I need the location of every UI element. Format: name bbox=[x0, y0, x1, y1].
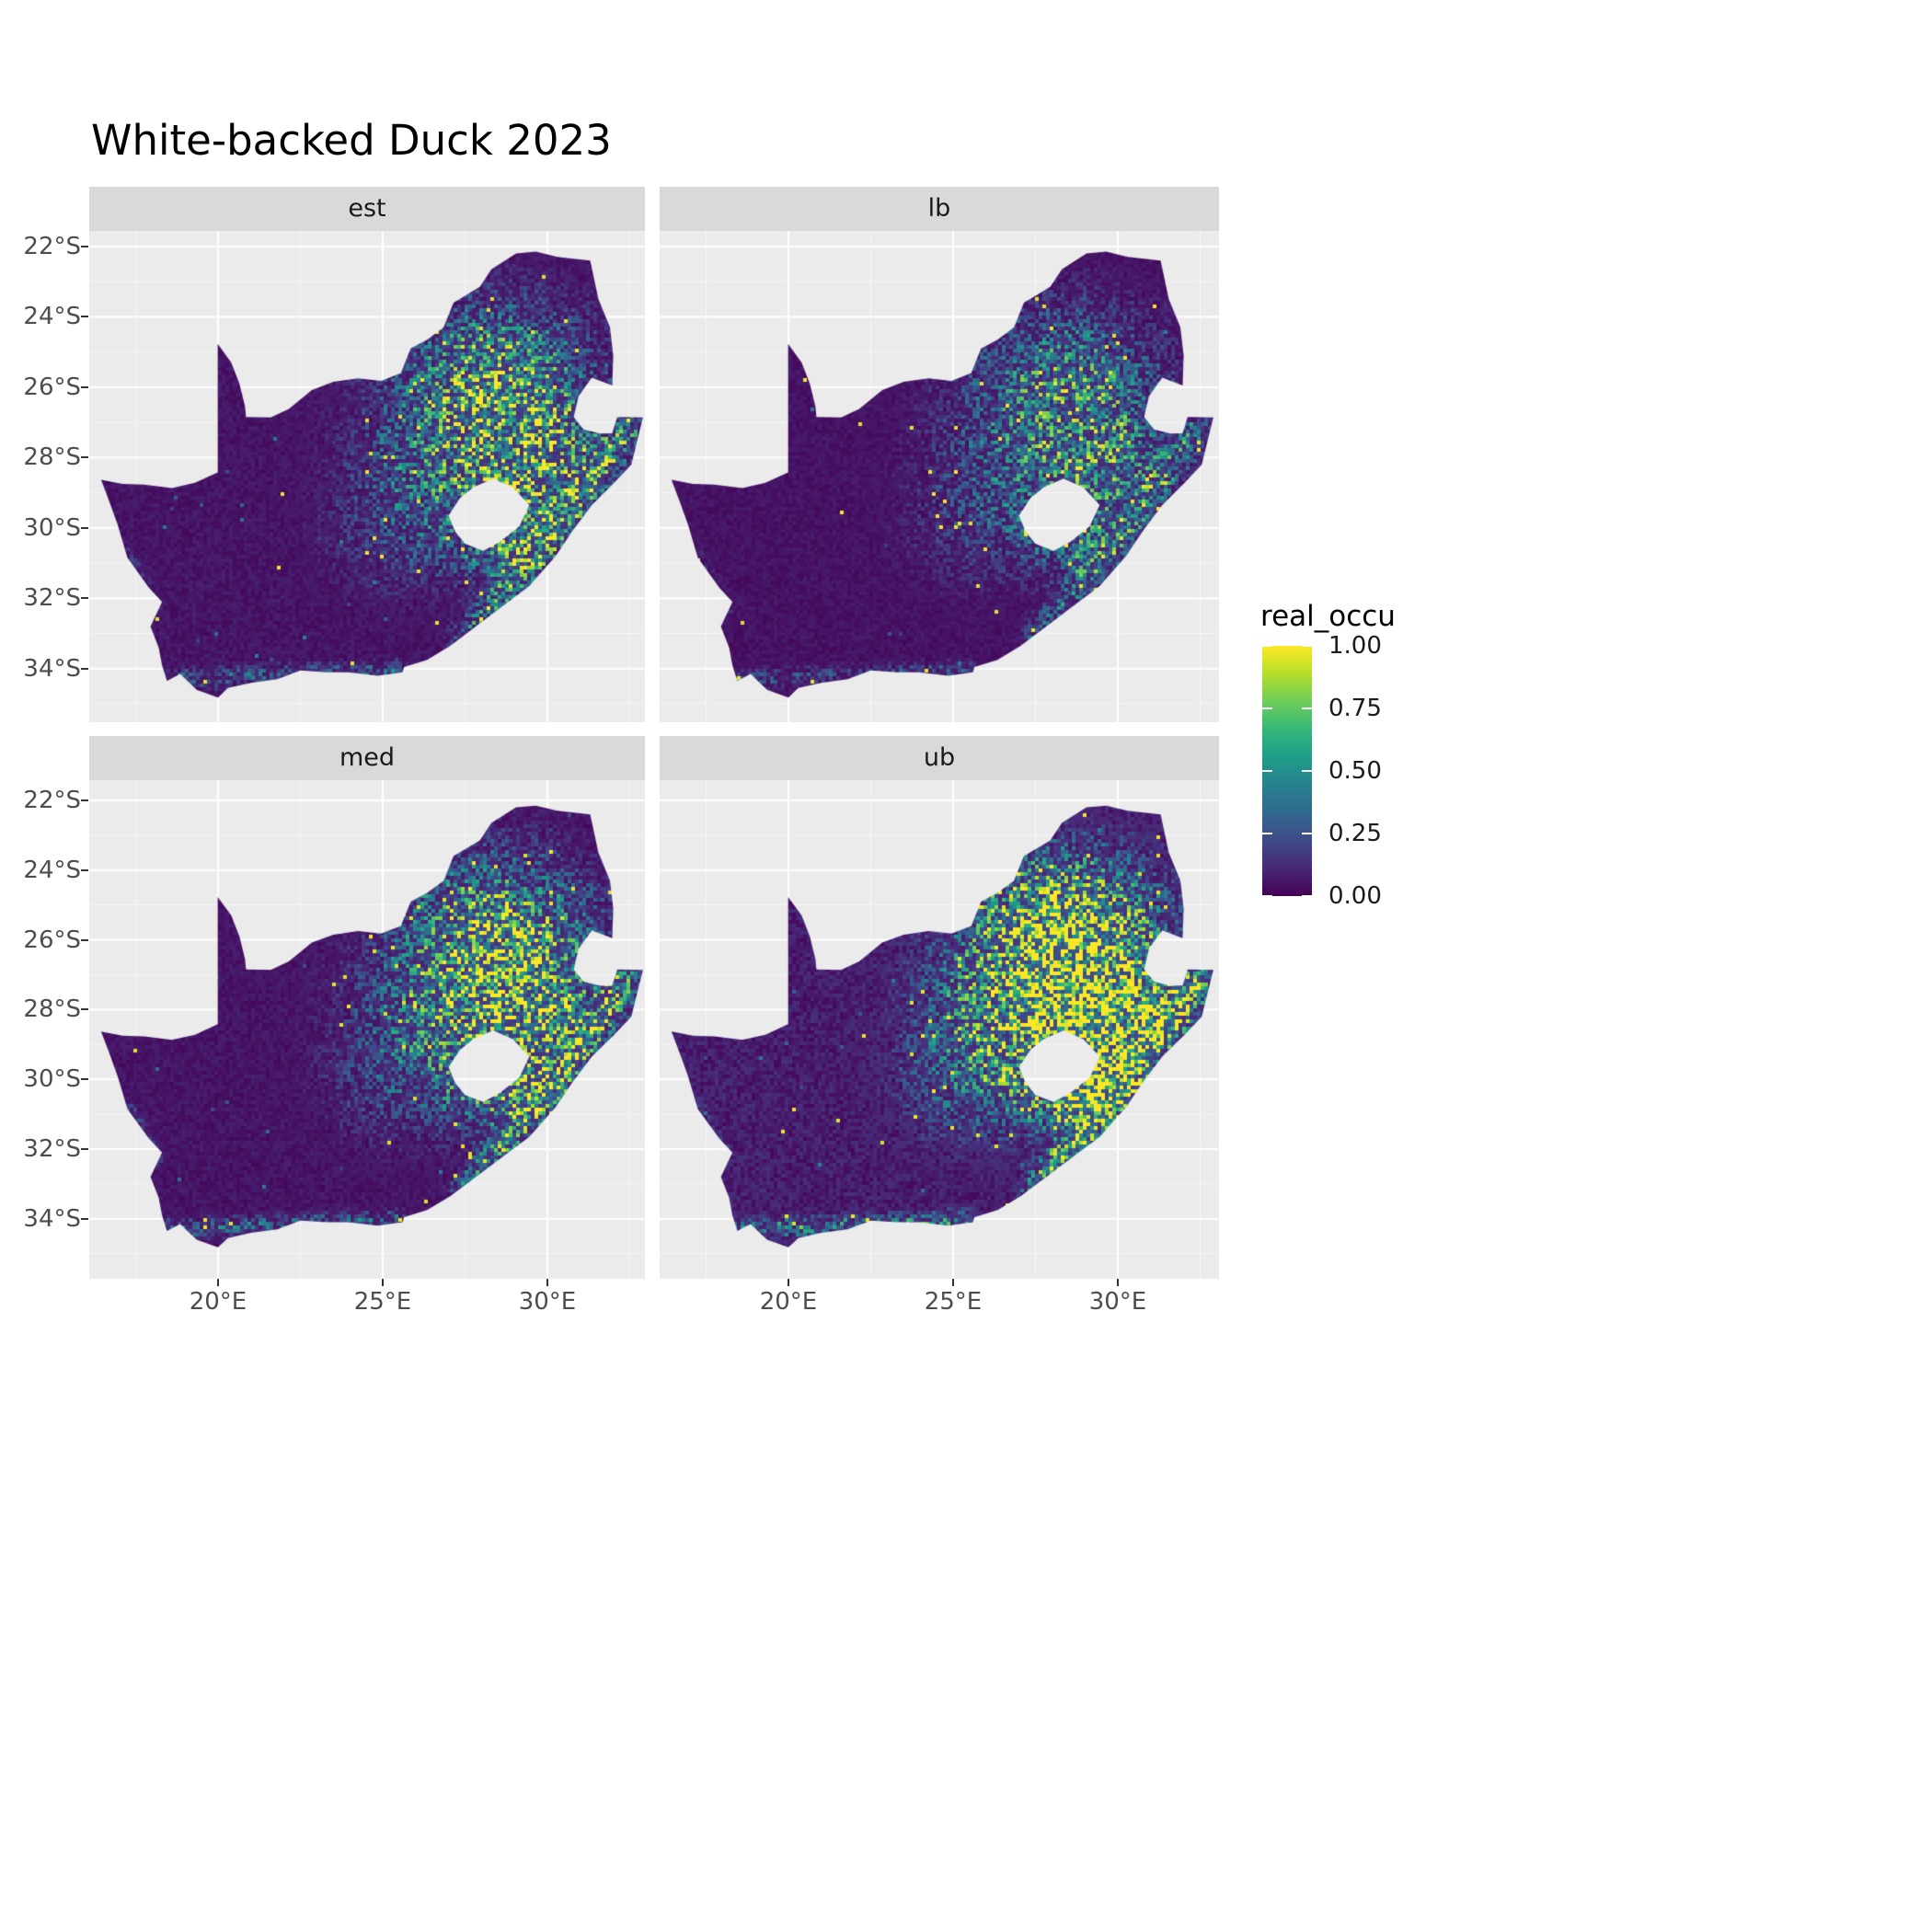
y-axis-tick bbox=[81, 385, 88, 388]
y-axis-tick-label: 32°S bbox=[23, 1134, 81, 1163]
legend-tick bbox=[1302, 770, 1312, 772]
y-axis-tick-label: 30°S bbox=[23, 1065, 81, 1094]
y-axis-tick-label: 34°S bbox=[23, 654, 81, 683]
legend-tick bbox=[1302, 833, 1312, 834]
facet-map-canvas-lb bbox=[660, 231, 1219, 722]
facet-strip-ub: ub bbox=[660, 736, 1219, 780]
x-axis-tick-label: 30°E bbox=[518, 1288, 577, 1316]
y-axis-tick bbox=[81, 667, 88, 670]
y-axis-tick bbox=[81, 1008, 88, 1011]
legend-tick bbox=[1262, 895, 1272, 897]
legend-tick-label: 0.25 bbox=[1328, 820, 1382, 847]
plot-title: White-backed Duck 2023 bbox=[91, 116, 612, 165]
x-axis-tick-label: 20°E bbox=[759, 1288, 818, 1316]
facet-map-canvas-med bbox=[89, 780, 645, 1279]
legend-tick bbox=[1262, 833, 1272, 834]
y-axis-tick-label: 34°S bbox=[23, 1204, 81, 1233]
x-axis-tick bbox=[546, 1279, 548, 1286]
y-axis-tick-label: 28°S bbox=[23, 995, 81, 1024]
legend-tick bbox=[1302, 895, 1312, 897]
y-axis-tick bbox=[81, 1147, 88, 1150]
legend-title: real_occu bbox=[1260, 600, 1396, 633]
y-axis-tick-label: 26°S bbox=[23, 373, 81, 401]
y-axis-tick bbox=[81, 938, 88, 941]
y-axis-tick-label: 24°S bbox=[23, 856, 81, 884]
x-axis-tick-label: 20°E bbox=[189, 1288, 247, 1316]
facet-strip-label: med bbox=[339, 743, 396, 772]
facet-map-canvas-est bbox=[89, 231, 645, 722]
x-axis-tick-label: 30°E bbox=[1088, 1288, 1147, 1316]
facet-strip-lb: lb bbox=[660, 187, 1219, 231]
facet-strip-est: est bbox=[89, 187, 645, 231]
y-axis-tick bbox=[81, 597, 88, 600]
x-axis-tick bbox=[1116, 1279, 1119, 1286]
y-axis-tick-label: 28°S bbox=[23, 443, 81, 472]
x-axis-tick-label: 25°E bbox=[924, 1288, 983, 1316]
legend-tick bbox=[1302, 707, 1312, 709]
facet-strip-med: med bbox=[89, 736, 645, 780]
facet-strip-label: lb bbox=[927, 194, 951, 223]
y-axis-tick-label: 22°S bbox=[23, 232, 81, 260]
y-axis-tick-label: 26°S bbox=[23, 926, 81, 954]
y-axis-tick bbox=[81, 456, 88, 459]
x-axis-tick bbox=[216, 1279, 219, 1286]
legend-tick bbox=[1262, 645, 1272, 647]
x-axis-tick bbox=[381, 1279, 384, 1286]
y-axis-tick bbox=[81, 1217, 88, 1220]
x-axis-tick-label: 25°E bbox=[353, 1288, 412, 1316]
y-axis-tick-label: 22°S bbox=[23, 786, 81, 814]
legend-tick-label: 0.75 bbox=[1328, 695, 1382, 722]
legend-tick bbox=[1302, 645, 1312, 647]
legend-tick-label: 0.00 bbox=[1328, 882, 1382, 910]
y-axis-tick bbox=[81, 245, 88, 247]
x-axis-tick bbox=[787, 1279, 789, 1286]
y-axis-tick-label: 30°S bbox=[23, 513, 81, 542]
legend-tick-label: 0.50 bbox=[1328, 757, 1382, 785]
facet-strip-label: est bbox=[348, 194, 386, 223]
legend-tick bbox=[1262, 707, 1272, 709]
y-axis-tick bbox=[81, 1078, 88, 1081]
y-axis-tick-label: 24°S bbox=[23, 303, 81, 331]
y-axis-tick bbox=[81, 316, 88, 318]
x-axis-tick bbox=[951, 1279, 954, 1286]
y-axis-tick bbox=[81, 526, 88, 529]
facet-strip-label: ub bbox=[923, 743, 956, 772]
y-axis-tick-label: 32°S bbox=[23, 584, 81, 613]
facet-map-canvas-ub bbox=[660, 780, 1219, 1279]
y-axis-tick bbox=[81, 799, 88, 801]
y-axis-tick bbox=[81, 868, 88, 871]
legend-tick-label: 1.00 bbox=[1328, 632, 1382, 660]
legend-tick bbox=[1262, 770, 1272, 772]
